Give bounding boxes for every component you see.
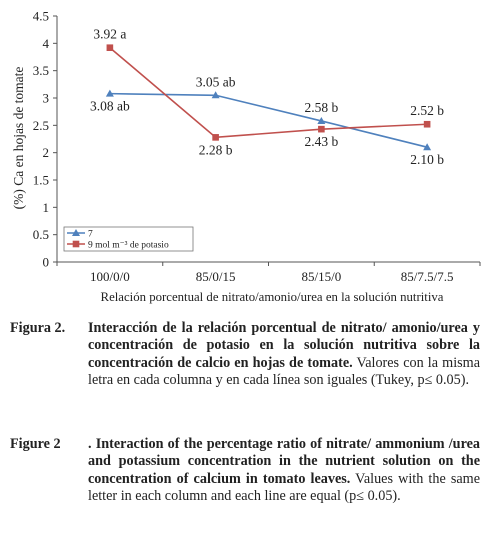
data-labels-group: 3.08 ab 3.05 ab 2.58 b 2.10 b 3.92 a 2.28 b 2.… (90, 27, 444, 167)
data-label: 3.05 ab (196, 74, 236, 89)
y-tick-label: 3.5 (33, 63, 49, 78)
legend-box (63, 226, 194, 252)
legend-marker-1 (72, 229, 80, 236)
data-point (105, 89, 114, 97)
data-label: 3.08 ab (90, 99, 130, 114)
y-tick-label: 1.5 (33, 173, 49, 188)
x-tick-label: 85/0/15 (196, 269, 236, 284)
data-point (106, 44, 114, 52)
data-point (423, 120, 431, 128)
x-tick-label: 85/7.5/7.5 (401, 269, 454, 284)
series-group (105, 44, 432, 151)
data-label: 2.58 b (305, 100, 339, 115)
data-label: 2.10 b (410, 152, 444, 167)
x-tick-label: 85/15/0 (302, 269, 342, 284)
axes (56, 16, 480, 263)
caption-spanish-label: Figura 2. (10, 320, 66, 336)
x-axis-label: Relación porcentual de nitrato/amonio/ur… (101, 290, 444, 304)
y-tick-label: 4.5 (33, 9, 49, 24)
data-label: 2.28 b (199, 142, 233, 157)
caption-spanish-note: Valores con la misma letra en cada colum… (88, 354, 480, 389)
data-point (317, 116, 326, 124)
x-tick-label: 100/0/0 (90, 269, 130, 284)
data-label: 2.52 b (410, 103, 444, 118)
data-point (211, 91, 220, 99)
series-line-2 (109, 47, 428, 139)
caption-english-note: Values with the same letter in each colu… (88, 470, 480, 505)
caption-english-title: . Interaction of the percentage ratio of… (88, 436, 480, 487)
x-axis-ticks: 100/0/0 85/0/15 85/15/0 85/7.5/7.5 (56, 262, 481, 284)
line-chart: 0 0.5 1 1.5 2 2.5 3 3.5 4 4.5 100/0/0 85/0/15 85/15… (11, 9, 481, 304)
y-tick-label: 0.5 (33, 227, 49, 242)
caption-english: Figure 2 . Interaction of the percentage… (10, 436, 480, 506)
y-tick-label: 1 (43, 200, 50, 215)
data-point (423, 143, 432, 151)
y-tick-label: 3 (43, 91, 50, 106)
data-point (212, 134, 219, 141)
series-line-1 (109, 92, 428, 148)
legend: 79 mol m⁻³ de potasio (63, 226, 194, 252)
legend-marker-2 (72, 240, 80, 248)
legend-label-1: 7 (88, 230, 93, 240)
caption-spanish: Figura 2. Interacción de la relación por… (10, 320, 480, 390)
y-axis-ticks: 0 0.5 1 1.5 2 2.5 3 3.5 4 4.5 (33, 9, 57, 270)
data-label: 2.43 b (305, 134, 339, 149)
y-tick-label: 4 (43, 36, 50, 51)
data-point (318, 125, 325, 133)
y-tick-label: 2.5 (33, 118, 49, 133)
data-label: 3.92 a (93, 27, 126, 42)
y-tick-label: 0 (43, 255, 50, 270)
y-axis-label: (%) Ca en hojas de tomate (11, 67, 26, 210)
y-tick-label: 2 (43, 145, 50, 160)
caption-spanish-title: Interacción de la relación porcentual de… (88, 320, 480, 371)
caption-english-label: Figure 2 (10, 436, 61, 452)
legend-label-2: 9 mol m⁻³ de potasio (88, 241, 169, 251)
